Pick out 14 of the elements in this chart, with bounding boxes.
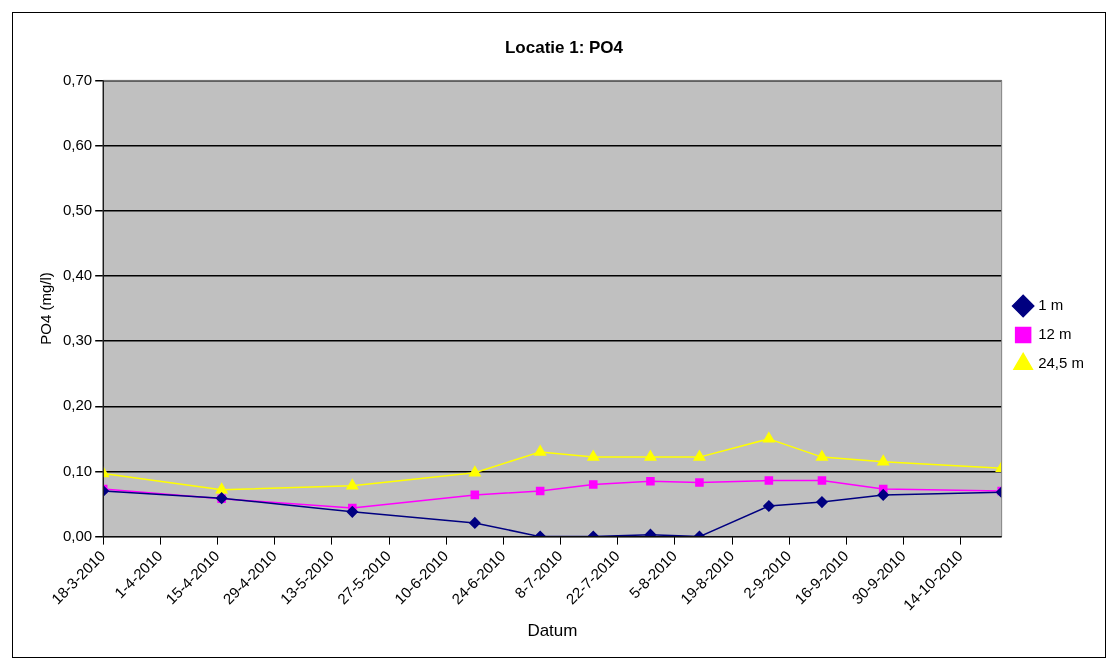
y-tick-label: 0,60 <box>62 135 93 153</box>
y-tick-label: 0,70 <box>62 70 93 88</box>
y-tick-label: 0,10 <box>62 461 93 479</box>
y-tick-label: 0,50 <box>62 200 93 218</box>
x-axis-title: Datum <box>527 621 578 641</box>
y-tick-label: 0,20 <box>62 396 93 414</box>
legend-label: 1 m <box>1038 296 1064 314</box>
legend-label: 24,5 m <box>1038 354 1084 372</box>
legend-label: 12 m <box>1038 325 1072 343</box>
chart-title: Locatie 1: PO4 <box>504 37 624 57</box>
y-tick-label: 0,30 <box>62 331 93 349</box>
y-tick-label: 0,00 <box>62 526 93 544</box>
y-axis-title: PO4 (mg/l) <box>37 272 55 345</box>
y-tick-label: 0,40 <box>62 266 93 284</box>
